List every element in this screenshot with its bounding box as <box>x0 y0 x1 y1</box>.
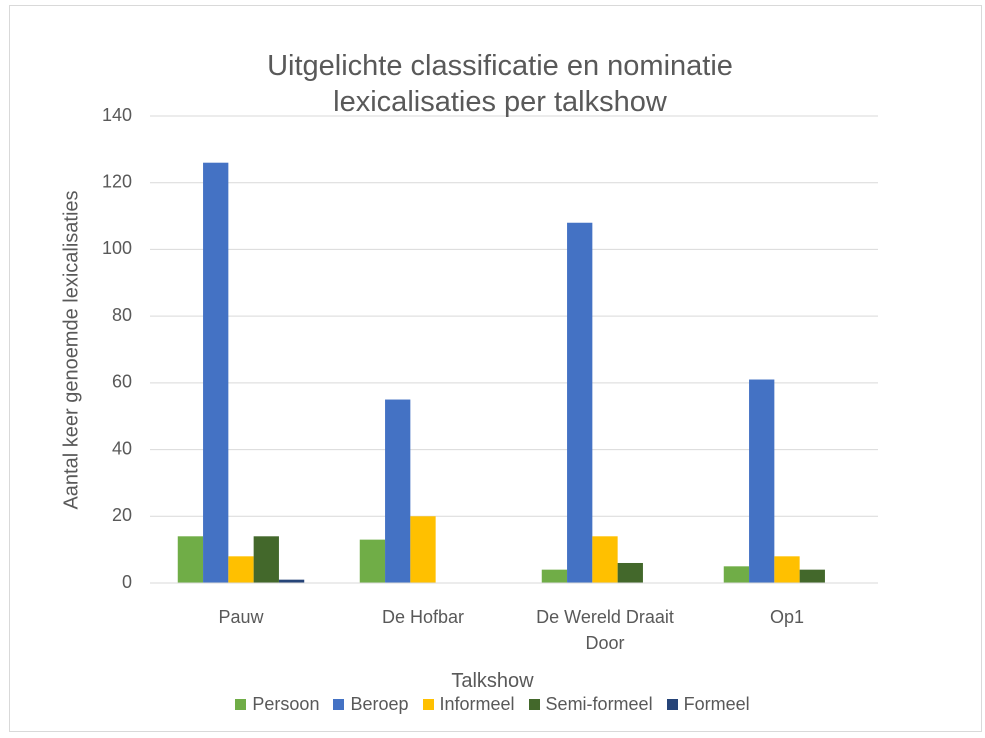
bar <box>253 536 279 583</box>
y-tick-label: 140 <box>102 105 132 125</box>
legend-label: Informeel <box>439 694 515 714</box>
legend-label: Formeel <box>683 694 750 714</box>
legend-label: Persoon <box>252 694 320 714</box>
y-tick-label: 120 <box>102 171 132 191</box>
legend-swatch <box>333 699 345 710</box>
bar <box>592 536 618 583</box>
x-axis-label: Talkshow <box>451 670 534 692</box>
x-tick-label: Pauw <box>218 607 264 627</box>
bar <box>228 556 254 583</box>
bar <box>774 556 800 583</box>
legend-item: Semi-formeel <box>528 694 653 715</box>
legend-swatch <box>235 699 247 710</box>
bar <box>177 536 204 583</box>
chart-title: Uitgelichte classificatie en nominatie l… <box>267 50 733 118</box>
legend-label: Semi-formeel <box>545 694 653 714</box>
legend-item: Formeel <box>666 694 750 715</box>
bar <box>799 569 825 583</box>
legend-swatch <box>666 699 678 710</box>
chart-frame <box>9 5 982 732</box>
bar <box>567 222 593 583</box>
y-tick-label: 100 <box>102 238 132 258</box>
legend-swatch <box>528 699 540 710</box>
bar <box>359 539 386 583</box>
bar <box>749 379 775 583</box>
y-tick-label: 40 <box>112 438 132 458</box>
y-axis-label: Aantal keer genoemde lexicalisaties <box>60 190 82 509</box>
legend-item: Informeel <box>422 694 515 715</box>
bar <box>278 579 305 583</box>
legend-item: Beroep <box>333 694 409 715</box>
y-tick-label: 0 <box>122 572 132 592</box>
y-tick-label: 20 <box>112 505 132 525</box>
y-tick-label: 60 <box>112 372 132 392</box>
bar <box>723 566 750 583</box>
x-tick-label: De Wereld Draait Door <box>536 607 674 653</box>
bar <box>203 162 229 583</box>
x-tick-label: Op1 <box>769 607 805 627</box>
legend-item: Persoon <box>235 694 319 715</box>
legend-label: Beroep <box>350 694 409 714</box>
y-tick-label: 80 <box>112 305 132 325</box>
legend-swatch <box>422 699 434 710</box>
bar <box>410 516 436 583</box>
bar <box>385 399 411 583</box>
legend: Persoon Beroep Informeel Semi-formeel Formee… <box>0 694 985 715</box>
bar <box>541 569 568 583</box>
x-tick-label: De Hofbar <box>381 607 465 627</box>
bar <box>617 562 643 583</box>
